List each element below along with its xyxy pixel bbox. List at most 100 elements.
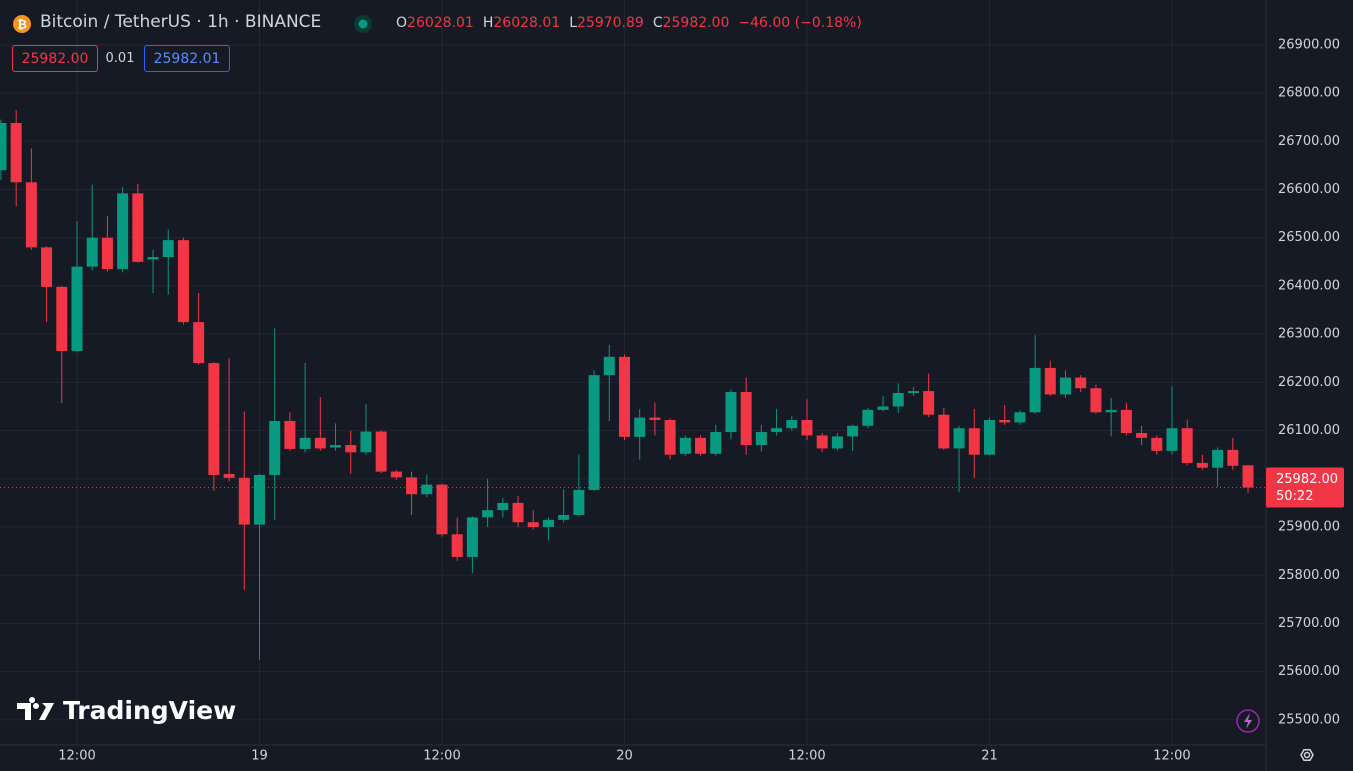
candle-body [1075, 377, 1087, 389]
x-tick-label: 12:00 [423, 749, 460, 764]
alert-icon[interactable] [1236, 709, 1260, 733]
candle-body [223, 474, 235, 478]
x-tick-label: 12:00 [788, 749, 825, 764]
bitcoin-icon [13, 15, 31, 33]
candle-body [786, 419, 798, 429]
candle-body [634, 417, 646, 437]
symbol-title[interactable]: Bitcoin / TetherUS · 1h · BINANCE [40, 12, 322, 32]
tradingview-logo[interactable]: TradingView [17, 696, 236, 725]
candle-body [56, 286, 68, 352]
candle-body [907, 391, 919, 393]
candle-body [269, 420, 281, 475]
candle-body [542, 519, 554, 528]
candle-body [330, 445, 342, 448]
candle-body [999, 419, 1011, 423]
logo-text: TradingView [63, 696, 236, 725]
candle-body [117, 193, 129, 270]
candle-body [1181, 428, 1193, 463]
candle-body [816, 435, 828, 449]
candle-body [314, 437, 326, 449]
buy-button[interactable]: 25982.01 [144, 45, 230, 72]
y-tick-label: 26800.00 [1278, 86, 1340, 101]
ohlc-value: 25970.89 [577, 15, 644, 31]
y-tick-label: 26900.00 [1278, 37, 1340, 52]
status-dot[interactable] [358, 19, 368, 29]
logo-mark [17, 697, 54, 720]
candle-body [162, 240, 174, 258]
candle-body [679, 437, 691, 454]
candle-body [132, 193, 144, 262]
x-tick-label: 12:00 [1153, 749, 1190, 764]
candle-body [406, 477, 418, 495]
candle-body [953, 428, 965, 449]
candle-body [390, 471, 402, 478]
settings-icon[interactable] [1300, 749, 1314, 761]
ohlc-letter: C [652, 15, 663, 31]
candle-body [193, 322, 205, 364]
ohlc-value: 26028.01 [493, 15, 561, 31]
bitcoin-glyph: ₿ [17, 18, 27, 32]
candle-body [831, 436, 843, 449]
candle-body [208, 363, 220, 475]
candle-body [1242, 465, 1254, 488]
candle-body [755, 432, 767, 446]
y-tick-label: 26200.00 [1278, 375, 1340, 390]
candle-body [1060, 377, 1072, 395]
candle-body [1166, 428, 1178, 451]
ohlc-letter: H [482, 15, 494, 31]
candle-body [497, 502, 509, 511]
candle-body [558, 514, 570, 520]
y-tick-label: 26300.00 [1278, 327, 1340, 342]
candle-body [512, 502, 524, 523]
candle-body [41, 247, 53, 287]
y-tick-label: 25600.00 [1278, 664, 1340, 679]
candle-body [0, 122, 7, 171]
settings-hex [1300, 749, 1314, 761]
x-tick-label: 19 [251, 749, 268, 764]
candle-body [1029, 367, 1041, 413]
candle-body [1105, 409, 1117, 413]
candle-body [436, 484, 448, 535]
candle-body [649, 417, 661, 420]
price-tag-price: 25982.00 [1276, 472, 1338, 487]
candle-body [86, 237, 98, 267]
candle-body [664, 419, 676, 455]
x-tick-label: 12:00 [58, 749, 95, 764]
y-tick-label: 26600.00 [1278, 182, 1340, 197]
candle-body [1151, 437, 1163, 451]
candle-body [299, 437, 311, 449]
ohlc-value: 25982.00 [662, 15, 730, 31]
ohlc-letter: O [396, 15, 408, 31]
candle-body [527, 522, 539, 528]
candle-body [25, 182, 37, 248]
y-tick-label: 26500.00 [1278, 230, 1340, 245]
spread: 0.01 [105, 51, 135, 66]
candle-body [10, 122, 22, 183]
candle-body [1014, 412, 1026, 423]
candle-body [147, 257, 159, 260]
candle-body [573, 489, 585, 515]
x-tick-label: 21 [981, 749, 998, 764]
grid [0, 0, 1266, 745]
candle-body [1136, 433, 1148, 438]
candle-body [345, 445, 357, 453]
candles [0, 109, 1266, 660]
candle-body [421, 484, 433, 495]
candle-body [253, 474, 265, 525]
x-tick-label: 20 [616, 749, 633, 764]
candle-body [983, 419, 995, 455]
candle-body [284, 420, 296, 449]
y-tick-label: 25900.00 [1278, 520, 1340, 535]
sell-button[interactable]: 25982.00 [12, 45, 98, 72]
candle-body [375, 431, 387, 472]
y-tick-label: 26400.00 [1278, 278, 1340, 293]
ohlc-change: −46.00 (−0.18%) [738, 15, 862, 31]
candle-body [1196, 462, 1208, 468]
candle-body [801, 419, 813, 436]
logo-dot [33, 703, 39, 709]
candle-body [360, 431, 372, 453]
candle-body [740, 392, 752, 446]
